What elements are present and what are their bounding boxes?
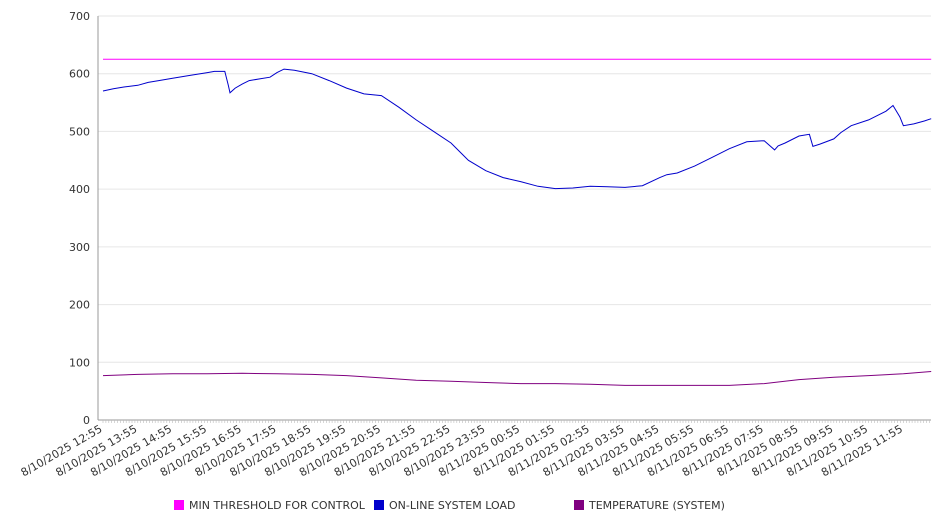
legend-swatch-temperature bbox=[574, 500, 584, 510]
legend-label-min-threshold: MIN THRESHOLD FOR CONTROL bbox=[189, 498, 365, 512]
series-lines bbox=[102, 58, 932, 386]
y-tick-label: 100 bbox=[69, 356, 90, 369]
series-line-2 bbox=[102, 371, 932, 386]
axes bbox=[97, 16, 931, 423]
y-tick-label: 400 bbox=[69, 183, 90, 196]
y-tick-label: 200 bbox=[69, 299, 90, 312]
legend-item-min-threshold: MIN THRESHOLD FOR CONTROL bbox=[174, 497, 365, 513]
gridlines bbox=[98, 15, 931, 363]
legend-swatch-system-load bbox=[374, 500, 384, 510]
y-tick-label: 300 bbox=[69, 241, 90, 254]
x-tick-labels: 8/10/2025 12:558/10/2025 13:558/10/2025 … bbox=[19, 422, 905, 479]
y-tick-label: 600 bbox=[69, 68, 90, 81]
chart-legend: MIN THRESHOLD FOR CONTROL ON-LINE SYSTEM… bbox=[0, 497, 946, 515]
y-tick-label: 500 bbox=[69, 125, 90, 138]
legend-label-system-load: ON-LINE SYSTEM LOAD bbox=[389, 498, 516, 512]
y-tick-labels: 0 100 200 300 400 500 600 700 bbox=[69, 10, 90, 427]
y-tick-label: 0 bbox=[83, 414, 90, 427]
legend-item-temperature: TEMPERATURE (SYSTEM) bbox=[574, 497, 725, 513]
legend-label-temperature: TEMPERATURE (SYSTEM) bbox=[589, 498, 725, 512]
legend-item-system-load: ON-LINE SYSTEM LOAD bbox=[374, 497, 515, 513]
y-tick-label: 700 bbox=[69, 10, 90, 23]
legend-swatch-min-threshold bbox=[174, 500, 184, 510]
series-line-1 bbox=[102, 68, 932, 190]
